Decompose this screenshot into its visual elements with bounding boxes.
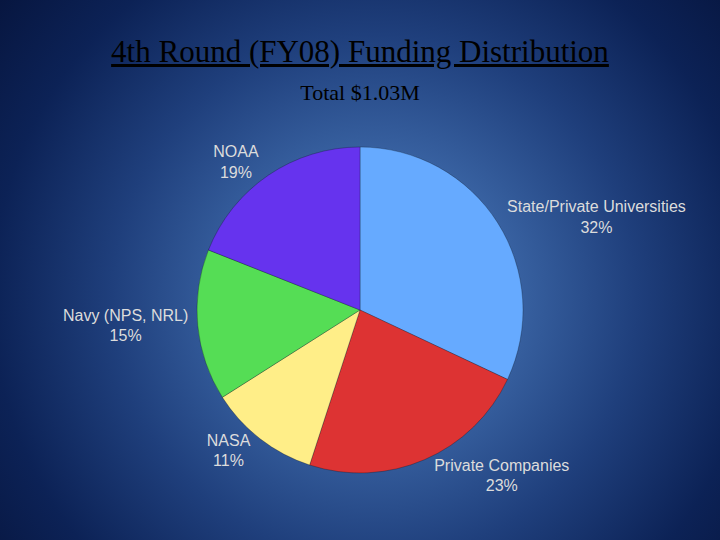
html-text:Total $1.03M: Total $1.03M (300, 80, 420, 105)
svg-text:State/Private Universities32%: State/Private Universities32% (507, 198, 686, 236)
svg-text:Navy (NPS, NRL)15%: Navy (NPS, NRL)15% (63, 307, 188, 345)
svg-text:NOAA19%: NOAA19% (213, 143, 259, 181)
svg-text:Private Companies23%: Private Companies23% (434, 457, 569, 495)
html-text:4th Round (FY08) Funding Distr: 4th Round (FY08) Funding Distribution (111, 34, 609, 69)
svg-text:NASA11%: NASA11% (207, 432, 251, 470)
